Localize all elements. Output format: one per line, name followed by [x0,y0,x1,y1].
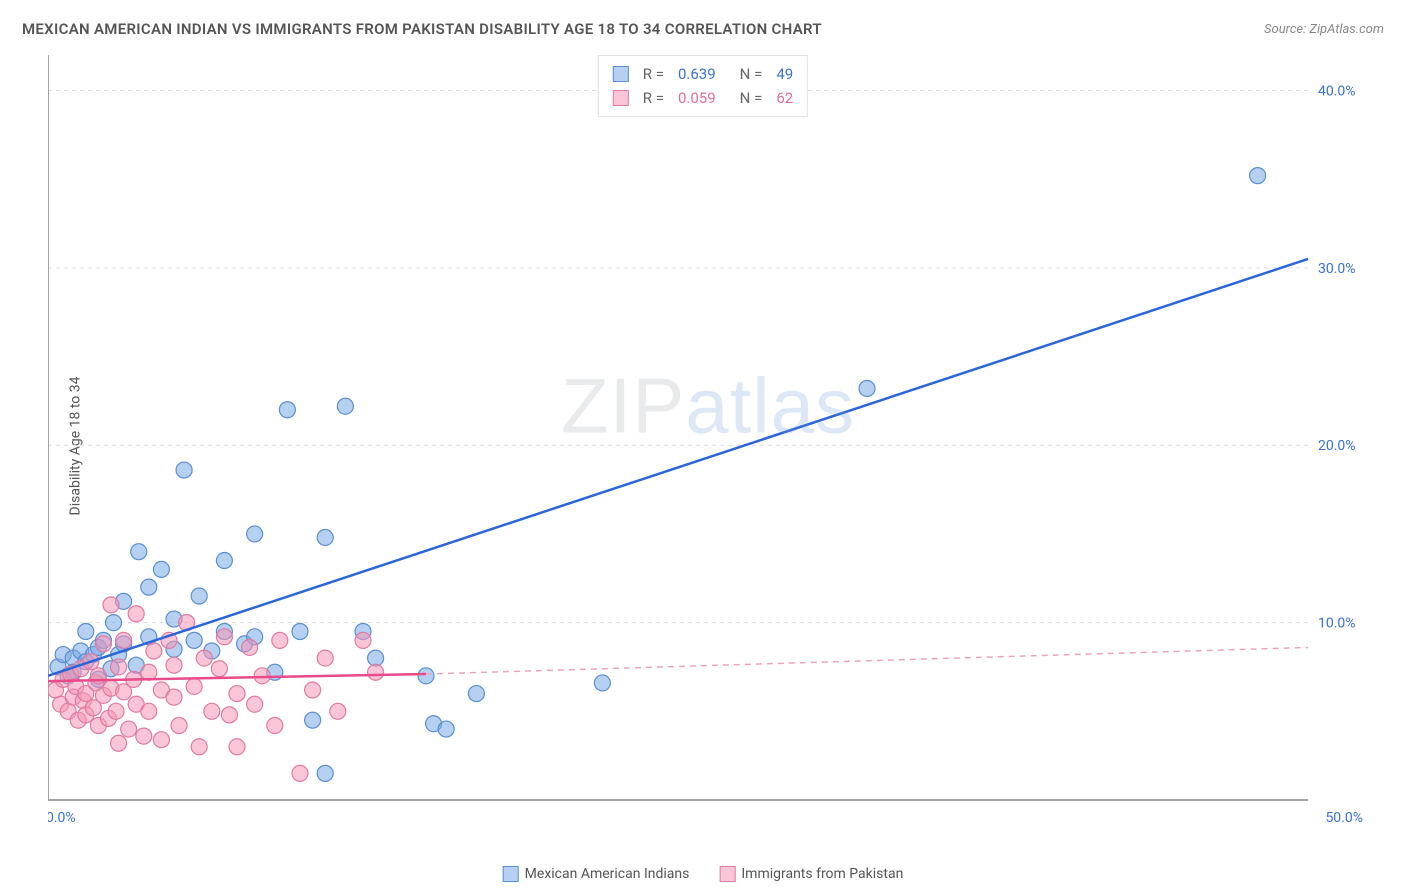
data-point [116,632,132,648]
data-point [136,728,152,744]
data-point [95,636,111,652]
scatter-plot-svg: 10.0% 20.0% 30.0% 40.0% 0.0% 50.0% [48,55,1368,835]
data-point [153,561,169,577]
data-point [166,657,182,673]
legend-item: Mexican American Indians [503,866,690,882]
chart-title: MEXICAN AMERICAN INDIAN VS IMMIGRANTS FR… [22,20,822,38]
regression-extrapolation [426,647,1308,674]
data-point [317,765,333,781]
stat-row: R = 0.639 N = 49 [613,62,793,86]
data-point [128,606,144,622]
data-point [141,579,157,595]
data-point [292,623,308,639]
data-point [229,739,245,755]
data-point [196,650,212,666]
data-point [305,682,321,698]
data-point [108,703,124,719]
data-point [141,664,157,680]
x-tick-label: 0.0% [48,810,76,826]
data-point [176,462,192,478]
data-point [106,615,122,631]
data-point [317,650,333,666]
data-point [468,686,484,702]
data-point [1250,168,1266,184]
stat-legend-box: R = 0.639 N = 49 R = 0.059 N = 62 [598,55,808,117]
r-label: R = [643,62,664,86]
data-point [153,732,169,748]
data-point [337,398,353,414]
data-point [267,718,283,734]
data-point [438,721,454,737]
source-label: Source: ZipAtlas.com [1264,22,1384,37]
data-point [594,675,610,691]
data-point [247,526,263,542]
data-point [121,721,137,737]
data-point [191,588,207,604]
legend-item: Immigrants from Pakistan [719,866,903,882]
data-point [355,632,371,648]
legend-label: Immigrants from Pakistan [741,866,903,882]
data-point [103,597,119,613]
bottom-legend: Mexican American Indians Immigrants from … [503,866,904,882]
legend-swatch [503,866,519,882]
y-tick-label: 30.0% [1318,261,1356,277]
data-point [272,632,288,648]
data-point [111,659,127,675]
n-value: 49 [776,62,793,86]
data-point [141,703,157,719]
x-tick-label: 50.0% [1325,810,1363,826]
data-point [368,664,384,680]
data-point [229,686,245,702]
data-point [292,765,308,781]
y-tick-label: 40.0% [1318,83,1356,99]
stat-row: R = 0.059 N = 62 [613,86,793,110]
data-point [166,689,182,705]
data-point [305,712,321,728]
data-point [242,639,258,655]
data-point [216,553,232,569]
y-tick-label: 10.0% [1318,616,1356,632]
data-point [186,678,202,694]
data-point [279,402,295,418]
stat-swatch [613,90,629,106]
data-point [191,739,207,755]
data-point [859,380,875,396]
r-label: R = [643,86,664,110]
r-value: 0.639 [678,62,716,86]
legend-label: Mexican American Indians [525,866,690,882]
n-value: 62 [776,86,793,110]
data-point [247,696,263,712]
stat-swatch [613,66,629,82]
regression-line [48,259,1308,676]
chart-area: ZIPatlas 10.0%20.0%30.0%40.0%0.0%50.0% [48,55,1368,835]
data-point [131,544,147,560]
data-point [418,668,434,684]
data-point [111,735,127,751]
n-label: N = [740,62,763,86]
n-label: N = [740,86,763,110]
data-point [211,661,227,677]
data-point [204,703,220,719]
data-point [216,629,232,645]
data-point [186,632,202,648]
data-point [317,529,333,545]
data-point [330,703,346,719]
legend-swatch [719,866,735,882]
y-tick-label: 20.0% [1318,438,1356,454]
data-point [146,643,162,659]
data-point [171,718,187,734]
data-point [78,623,94,639]
data-point [221,707,237,723]
r-value: 0.059 [678,86,716,110]
